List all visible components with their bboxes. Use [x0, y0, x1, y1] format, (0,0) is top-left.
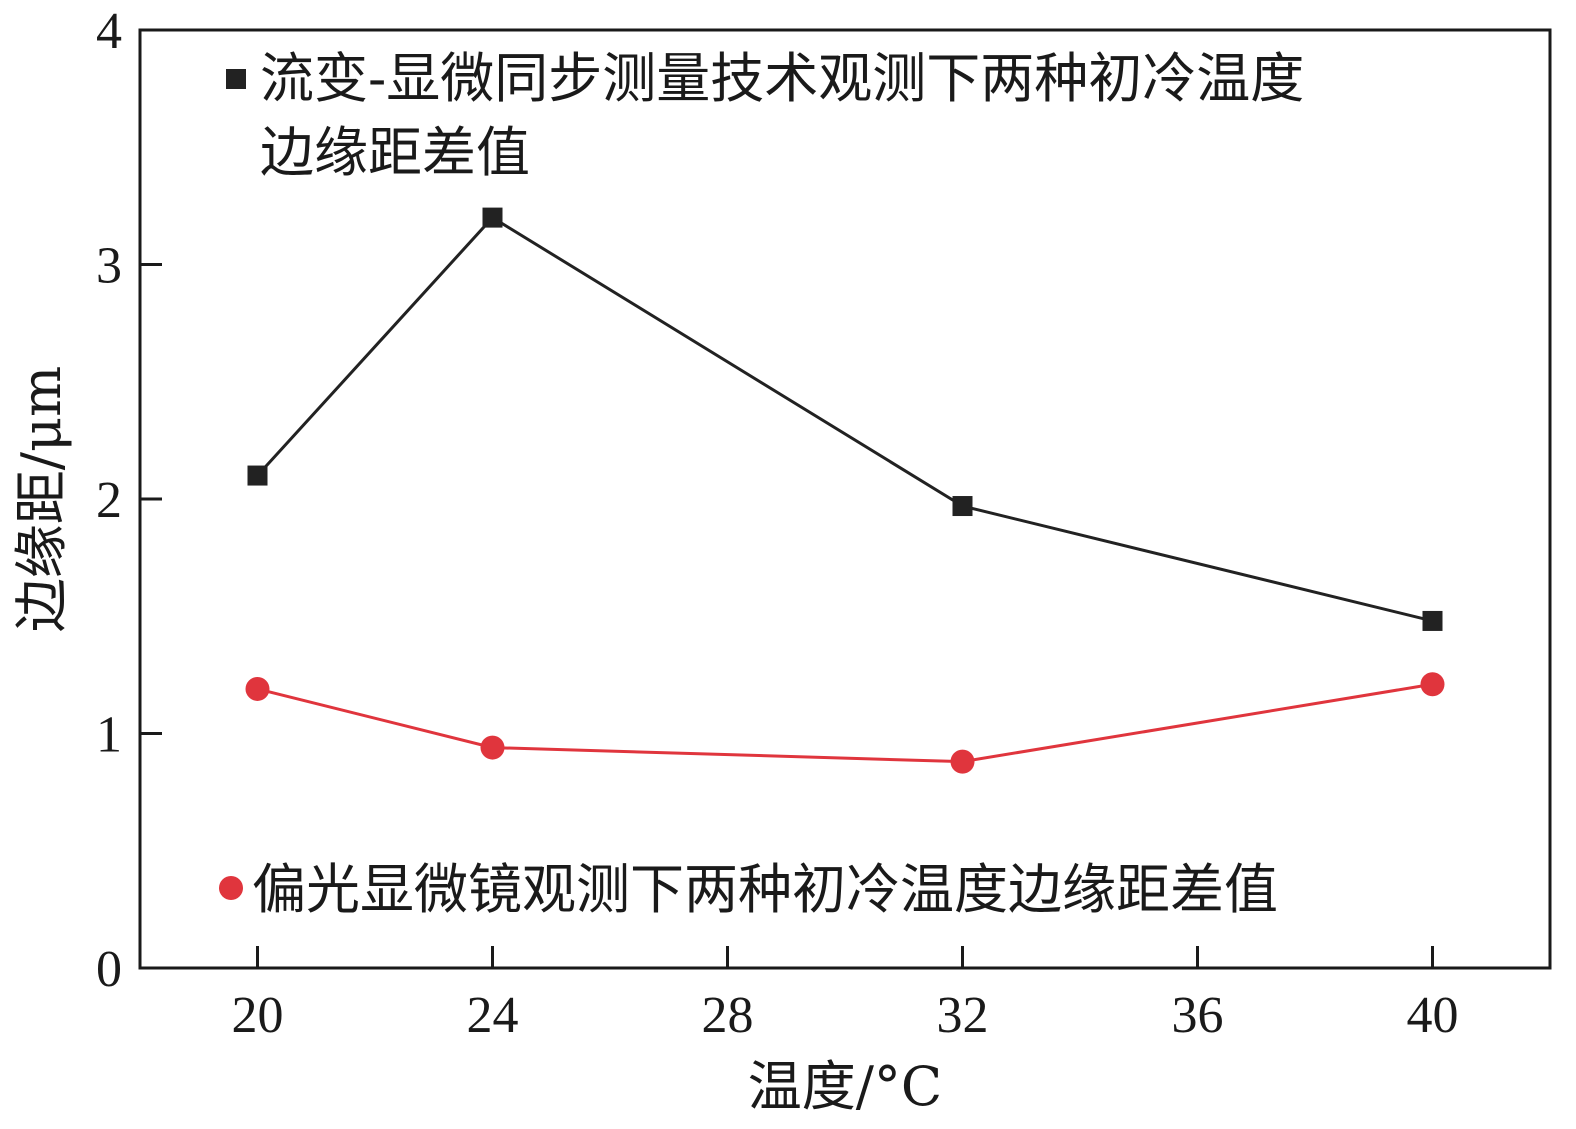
x-axis: 20 24 28 32 36 40	[232, 946, 1459, 1044]
x-tick-label: 40	[1407, 987, 1459, 1044]
x-tick-label: 20	[232, 987, 284, 1044]
series-2-point	[480, 735, 505, 760]
y-tick-label: 0	[96, 941, 122, 998]
series-2-point	[1420, 672, 1445, 697]
series-2-point	[950, 749, 975, 774]
series-1-point	[1422, 610, 1443, 631]
series-2-point	[245, 676, 270, 701]
series-1-point	[952, 496, 973, 517]
legend-square-marker	[226, 69, 246, 89]
x-tick-label: 24	[467, 987, 519, 1044]
x-tick-label: 36	[1172, 987, 1224, 1044]
legend-label-line: 流变-显微同步测量技术观测下两种初冷温度	[260, 47, 1304, 110]
y-axis-title: 边缘距/μm	[10, 366, 73, 633]
x-tick-label: 32	[937, 987, 989, 1044]
y-axis: 0 1 2 3 4	[96, 3, 162, 998]
x-tick-label: 28	[702, 987, 754, 1044]
series-layer	[245, 207, 1445, 774]
series-1-point	[482, 207, 503, 228]
y-tick-label: 1	[96, 707, 122, 764]
y-tick-label: 3	[96, 238, 122, 295]
x-axis-title: 温度/°C	[748, 1055, 943, 1118]
y-tick-label: 4	[96, 3, 122, 60]
legend-label-line: 边缘距差值	[260, 121, 530, 184]
y-tick-label: 2	[96, 472, 122, 529]
series-1-line	[256, 215, 1433, 623]
series-1-point	[247, 465, 268, 486]
legend-bottom: 偏光显微镜观测下两种初冷温度边缘距差值	[219, 858, 1278, 921]
legend-label-line: 偏光显微镜观测下两种初冷温度边缘距差值	[252, 858, 1278, 921]
legend-circle-marker	[219, 876, 243, 900]
series-2-line	[257, 682, 1433, 764]
